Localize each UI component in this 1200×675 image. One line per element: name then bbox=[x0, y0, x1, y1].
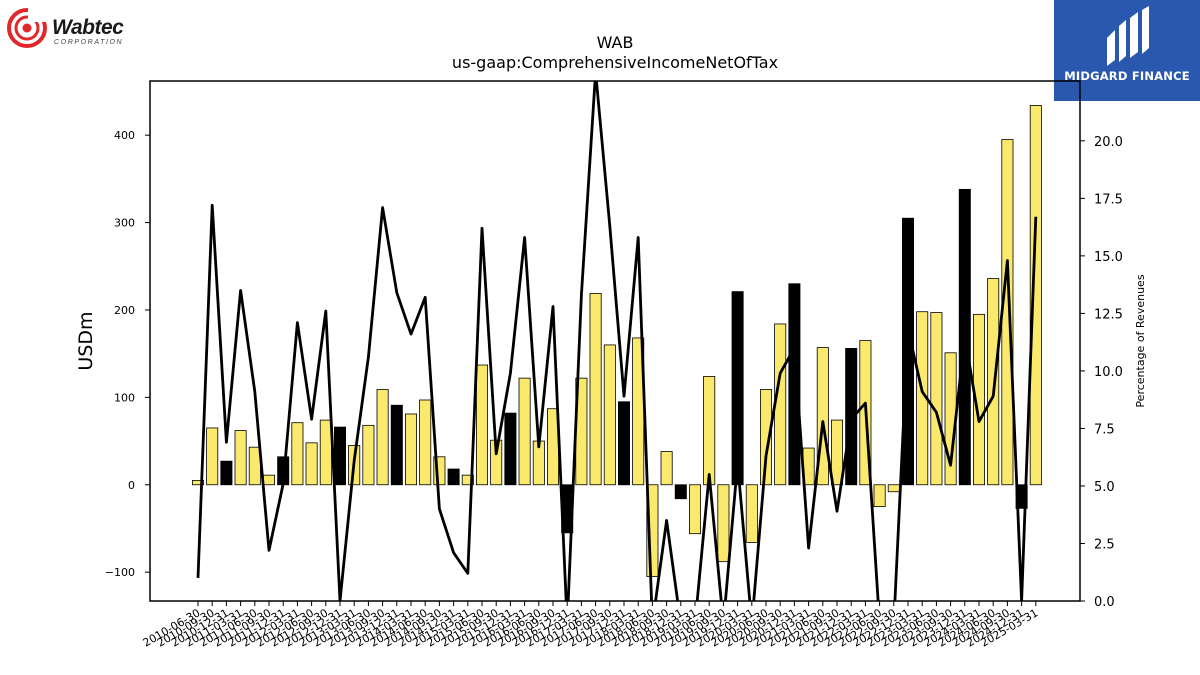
bar-2018-06-30 bbox=[646, 484, 659, 577]
plot-frame bbox=[149, 80, 1081, 602]
bar-2020-12-31 bbox=[788, 283, 801, 486]
y2-tick-label: 20.0 bbox=[1094, 135, 1123, 150]
bar-2014-12-31 bbox=[447, 468, 460, 486]
bar-2012-09-30 bbox=[319, 419, 332, 486]
wabtec-emblem-icon bbox=[7, 8, 48, 48]
bar-2019-03-31 bbox=[689, 484, 702, 535]
bar-2011-09-30 bbox=[262, 474, 275, 486]
bar-2013-09-30 bbox=[376, 389, 389, 486]
y2-tick-label: 5.0 bbox=[1094, 480, 1115, 495]
line-path bbox=[196, 81, 1038, 601]
bar-2015-12-31 bbox=[504, 412, 517, 486]
bar-2011-06-30 bbox=[248, 446, 261, 486]
bar-2020-06-30 bbox=[760, 389, 773, 486]
midgard-emblem-icon bbox=[1107, 6, 1149, 66]
bar-2020-09-30 bbox=[774, 323, 787, 486]
bar-2010-06-30 bbox=[191, 479, 204, 486]
bar-2019-09-30 bbox=[717, 484, 730, 563]
bar-2017-12-31 bbox=[618, 401, 631, 486]
bar-2013-06-30 bbox=[362, 424, 375, 486]
y2-tick-label: 7.5 bbox=[1094, 422, 1115, 437]
y2-tick-label: 10.0 bbox=[1094, 365, 1123, 380]
wabtec-subtitle: CORPORATION bbox=[54, 39, 124, 46]
bar-2019-06-30 bbox=[703, 375, 716, 486]
y2-tick-label: 12.5 bbox=[1094, 307, 1123, 322]
bar-2015-06-30 bbox=[475, 364, 488, 486]
bar-2012-03-31 bbox=[291, 422, 304, 486]
bar-2017-06-30 bbox=[589, 292, 602, 486]
line-series bbox=[196, 81, 1038, 601]
y2-tick-label: 15.0 bbox=[1094, 250, 1123, 265]
y2-tick-label: 2.5 bbox=[1094, 537, 1115, 552]
midgard-logo: MIDGARD FINANCE bbox=[1054, 0, 1200, 101]
bar-series bbox=[191, 105, 1042, 577]
y-tick-label: −100 bbox=[105, 566, 135, 579]
bar-2025-03-31 bbox=[1029, 105, 1042, 486]
y-tick-label: 200 bbox=[114, 304, 135, 317]
y-axis-label: USDm bbox=[75, 311, 97, 370]
bar-2024-09-30 bbox=[1001, 139, 1014, 486]
midgard-logo-text: MIDGARD FINANCE bbox=[1064, 69, 1190, 83]
y-tick-label: 300 bbox=[114, 217, 135, 230]
bar-2012-06-30 bbox=[305, 442, 318, 486]
bar-2013-12-31 bbox=[390, 404, 403, 486]
bar-2024-06-30 bbox=[987, 278, 1000, 486]
bar-2021-12-31 bbox=[845, 348, 858, 486]
bar-2014-06-30 bbox=[419, 399, 432, 486]
y2-axis-label: Percentage of Revenues bbox=[1134, 274, 1147, 407]
axes: −100 0 100 200 300 400 0.0 2.5 5.0 7.5 10.0 12.5 15.… bbox=[105, 80, 1123, 650]
bar-2017-09-30 bbox=[603, 344, 616, 486]
y2-tick-label: 17.5 bbox=[1094, 192, 1123, 207]
bar-2021-06-30 bbox=[816, 347, 829, 486]
bar-2014-09-30 bbox=[433, 456, 446, 486]
y-tick-label: 100 bbox=[114, 391, 135, 404]
bar-2024-03-31 bbox=[973, 313, 986, 486]
bar-2019-12-31 bbox=[731, 291, 744, 486]
bar-2020-03-31 bbox=[745, 484, 758, 543]
bar-2010-09-30 bbox=[206, 427, 219, 486]
wabtec-wordmark: Wabtec bbox=[52, 16, 124, 39]
y2-tick-label: 0.0 bbox=[1094, 595, 1115, 610]
bar-2015-03-31 bbox=[461, 474, 474, 486]
bar-2011-03-31 bbox=[234, 430, 247, 486]
chart-subtitle: us-gaap:ComprehensiveIncomeNetOfTax bbox=[452, 53, 778, 72]
bar-2022-09-30 bbox=[887, 484, 900, 493]
bar-2016-03-31 bbox=[518, 377, 531, 486]
wabtec-logo: Wabtec CORPORATION bbox=[6, 6, 146, 52]
bar-2012-12-31 bbox=[333, 426, 346, 486]
bar-2021-09-30 bbox=[831, 419, 844, 486]
y-tick-label: 400 bbox=[114, 129, 135, 142]
bar-2018-09-30 bbox=[660, 451, 673, 486]
bar-2018-12-31 bbox=[674, 484, 687, 500]
bar-2022-06-30 bbox=[873, 484, 886, 508]
bar-2023-06-30 bbox=[930, 312, 943, 486]
bar-2010-12-31 bbox=[220, 460, 233, 486]
bar-2014-03-31 bbox=[404, 413, 417, 486]
chart-title: WAB bbox=[597, 33, 634, 52]
y-tick-label: 0 bbox=[128, 479, 135, 492]
